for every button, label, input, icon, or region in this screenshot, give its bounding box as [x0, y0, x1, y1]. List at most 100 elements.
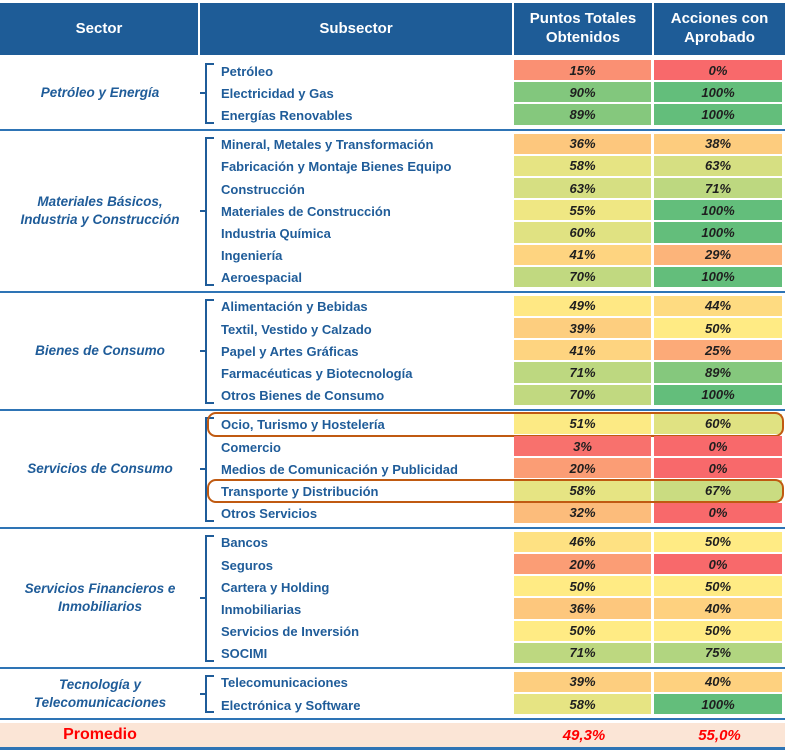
subsector-label: Bancos	[221, 535, 268, 551]
table-row: Seguros 20% 0%	[214, 553, 785, 577]
column-header-acciones: Acciones con Aprobado	[654, 3, 785, 55]
subsector-label: Alimentación y Bebidas	[221, 299, 368, 315]
puntos-cell: 55%	[514, 200, 651, 223]
puntos-cell: 20%	[514, 458, 651, 481]
rows: Bancos 46% 50% Seguros 20% 0% Cartera y Holdin…	[214, 531, 785, 665]
table-row: Medios de Comunicación y Publicidad 20% 0%	[214, 458, 785, 481]
table-row: Electricidad y Gas 90% 100%	[214, 82, 785, 105]
table-row: Aeroespacial 70% 100%	[214, 266, 785, 289]
acciones-cell: 50%	[654, 620, 782, 643]
puntos-cell: 50%	[514, 620, 651, 643]
sector-label: Servicios Financieros e Inmobiliarios	[24, 581, 176, 615]
puntos-cell: 70%	[514, 384, 651, 407]
acciones-cell: 25%	[654, 340, 782, 363]
acciones-cell: 50%	[654, 576, 782, 599]
acciones-cell: 100%	[654, 384, 782, 407]
acciones-cell: 0%	[654, 436, 782, 459]
sector-group: Servicios Financieros e Inmobiliarios Ban…	[0, 531, 785, 665]
sector-cell: Bienes de Consumo	[0, 296, 200, 407]
subsector-label: Aeroespacial	[221, 270, 302, 286]
column-header-puntos: Puntos Totales Obtenidos	[514, 3, 654, 55]
table-row: Servicios de Inversión 50% 50%	[214, 620, 785, 643]
table-row: Cartera y Holding 50% 50%	[214, 576, 785, 599]
group-separator	[0, 716, 785, 723]
acciones-cell: 29%	[654, 244, 782, 267]
subsector-label: Seguros	[221, 557, 274, 573]
sector-group: Servicios de Consumo Ocio, Turismo y Host…	[0, 412, 785, 525]
group-bracket	[200, 672, 214, 716]
group-bracket-line	[205, 136, 214, 286]
subsector-label: Cartera y Holding	[221, 579, 330, 595]
groups-area: Petróleo y Energía Petróleo 15% 0% Electrici…	[0, 55, 785, 723]
acciones-cell: 100%	[654, 222, 782, 245]
subsector-label: Ocio, Turismo y Hostelería	[221, 417, 385, 433]
subsector-label: Farmacéuticas y Biotecnología	[221, 366, 413, 382]
subsector-label: Mineral, Metales y Transformación	[221, 137, 434, 153]
rows: Petróleo 15% 0% Electricidad y Gas 90% 100% En…	[214, 60, 785, 127]
group-bracket	[200, 532, 214, 665]
puntos-cell: 41%	[514, 340, 651, 363]
promedio-acciones: 55,0%	[698, 726, 741, 744]
table-row: Ingeniería 41% 29%	[214, 244, 785, 267]
group-bracket-line	[205, 674, 214, 714]
puntos-cell: 58%	[514, 694, 651, 717]
sector-cell: Servicios de Consumo	[0, 414, 200, 525]
acciones-cell: 40%	[654, 598, 782, 621]
acciones-cell: 60%	[654, 413, 782, 436]
puntos-cell: 71%	[514, 642, 651, 665]
subsector-label: SOCIMI	[221, 646, 268, 662]
sector-cell: Materiales Básicos, Industria y Construc…	[0, 134, 200, 289]
sector-group: Materiales Básicos, Industria y Construc…	[0, 133, 785, 289]
puntos-cell: 20%	[514, 553, 651, 577]
table-row: Otros Bienes de Consumo 70% 100%	[214, 384, 785, 407]
group-separator	[0, 525, 785, 532]
subsector-label: Construcción	[221, 181, 305, 197]
group-bracket	[200, 296, 214, 407]
puntos-cell: 39%	[514, 671, 651, 695]
table-row: Inmobiliarias 36% 40%	[214, 598, 785, 621]
acciones-cell: 0%	[654, 458, 782, 481]
table-row: Papel y Artes Gráficas 41% 25%	[214, 340, 785, 363]
subsector-label: Materiales de Construcción	[221, 203, 391, 219]
group-bracket-line	[205, 63, 214, 124]
acciones-cell: 100%	[654, 694, 782, 717]
table-header: Sector Subsector Puntos Totales Obtenido…	[0, 3, 785, 55]
group-bracket-line	[205, 298, 214, 404]
acciones-cell: 50%	[654, 531, 782, 554]
promedio-label: Promedio	[63, 726, 137, 744]
puntos-cell: 46%	[514, 531, 651, 554]
table-row: Bancos 46% 50%	[214, 531, 785, 554]
table-row: Telecomunicaciones 39% 40%	[214, 671, 785, 695]
puntos-cell: 39%	[514, 318, 651, 341]
puntos-cell: 51%	[514, 413, 651, 436]
puntos-cell: 32%	[514, 502, 651, 525]
column-header-sector: Sector	[0, 3, 200, 55]
puntos-cell: 41%	[514, 244, 651, 267]
table-row: Farmacéuticas y Biotecnología 71% 89%	[214, 362, 785, 385]
promedio-puntos: 49,3%	[562, 726, 606, 744]
rows: Alimentación y Bebidas 49% 44% Textil, Vest…	[214, 295, 785, 407]
puntos-cell: 71%	[514, 362, 651, 385]
acciones-cell: 100%	[654, 82, 782, 105]
puntos-cell: 36%	[514, 598, 651, 621]
sector-group: Bienes de Consumo Alimentación y Bebidas 4…	[0, 295, 785, 407]
rows: Ocio, Turismo y Hostelería 51% 60% Comercio…	[207, 412, 785, 525]
table-row: Textil, Vestido y Calzado 39% 50%	[214, 318, 785, 341]
puntos-cell: 3%	[514, 436, 651, 459]
table-row: Ocio, Turismo y Hostelería 51% 60%	[207, 412, 785, 437]
sector-label: Tecnología y Telecomunicaciones	[33, 676, 167, 711]
acciones-cell: 50%	[654, 318, 782, 341]
acciones-cell: 40%	[654, 671, 782, 695]
puntos-cell: 15%	[514, 60, 651, 83]
acciones-cell: 75%	[654, 642, 782, 665]
subsector-label: Otros Bienes de Consumo	[221, 388, 385, 404]
column-header-subsector: Subsector	[200, 3, 514, 55]
subsector-label: Ingeniería	[221, 248, 283, 264]
puntos-cell: 58%	[514, 155, 651, 178]
puntos-cell: 63%	[514, 177, 651, 201]
acciones-cell: 89%	[654, 362, 782, 385]
subsector-label: Electrónica y Software	[221, 697, 361, 713]
summary-row: Promedio 49,3% 55,0%	[0, 723, 785, 750]
group-separator	[0, 127, 785, 134]
